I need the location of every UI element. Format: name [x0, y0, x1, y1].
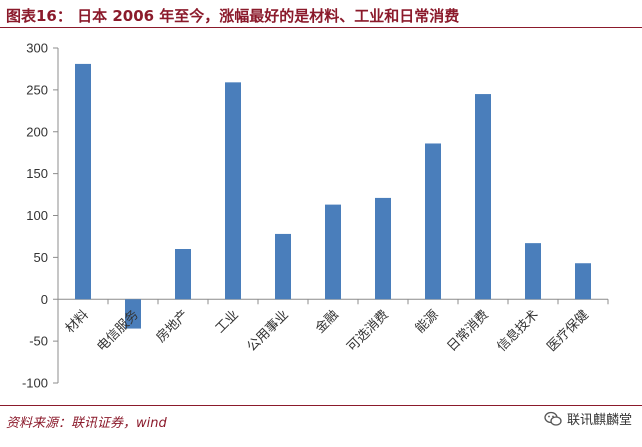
y-tick-label: 300: [26, 41, 48, 56]
bar-材料: [75, 63, 91, 300]
y-tick-label: -100: [22, 376, 48, 391]
bar-电信服务: [125, 299, 141, 329]
wechat-icon: [544, 411, 562, 426]
category-label: 可选消费: [344, 307, 391, 354]
brand-name: 联讯麒麟堂: [566, 413, 632, 428]
bar-日常消费: [475, 94, 491, 300]
bars: [75, 63, 591, 329]
bar-chart: 300 250 200 150 100 50 0 -50 -100 材料 电信服务 房地产 工业 公用事…: [22, 41, 609, 391]
brand-logo: 联讯麒麟堂: [544, 409, 632, 428]
y-tick-label: 250: [26, 82, 48, 97]
category-label: 电信服务: [94, 307, 142, 355]
footer-divider: [0, 405, 642, 406]
y-tick-label: 150: [26, 166, 48, 181]
y-tick-label: 200: [26, 124, 48, 139]
y-tick-label: -50: [29, 334, 48, 349]
chart-title: 图表16： 日本 2006 年至今，涨幅最好的是材料、工业和日常消费: [6, 7, 460, 25]
category-label: 工业: [213, 307, 242, 336]
category-label: 医疗保健: [544, 307, 591, 354]
category-label: 日常消费: [444, 307, 491, 354]
y-tick-label: 100: [26, 208, 48, 223]
category-label: 金融: [312, 307, 342, 337]
bar-公用事业: [275, 233, 291, 300]
category-label: 信息技术: [494, 307, 542, 355]
category-label: 能源: [413, 307, 442, 336]
bar-工业: [225, 82, 241, 300]
bar-医疗保健: [575, 263, 591, 300]
bar-房地产: [175, 249, 191, 300]
title-divider: [0, 27, 642, 28]
bar-信息技术: [525, 243, 541, 300]
x-axis-labels: 材料 电信服务 房地产 工业 公用事业 金融 可选消费 能源 日常消费 信息技术 医疗保健: [63, 307, 592, 355]
category-label: 公用事业: [244, 307, 291, 354]
y-tick-label: 50: [34, 250, 48, 265]
bar-金融: [325, 204, 341, 300]
category-label: 房地产: [153, 307, 192, 346]
source-note: 资料来源：联讯证券，wind: [6, 416, 167, 431]
bar-能源: [425, 143, 441, 300]
y-tick-label: 0: [41, 292, 48, 307]
bar-可选消费: [375, 197, 391, 300]
category-label: 材料: [63, 307, 92, 336]
